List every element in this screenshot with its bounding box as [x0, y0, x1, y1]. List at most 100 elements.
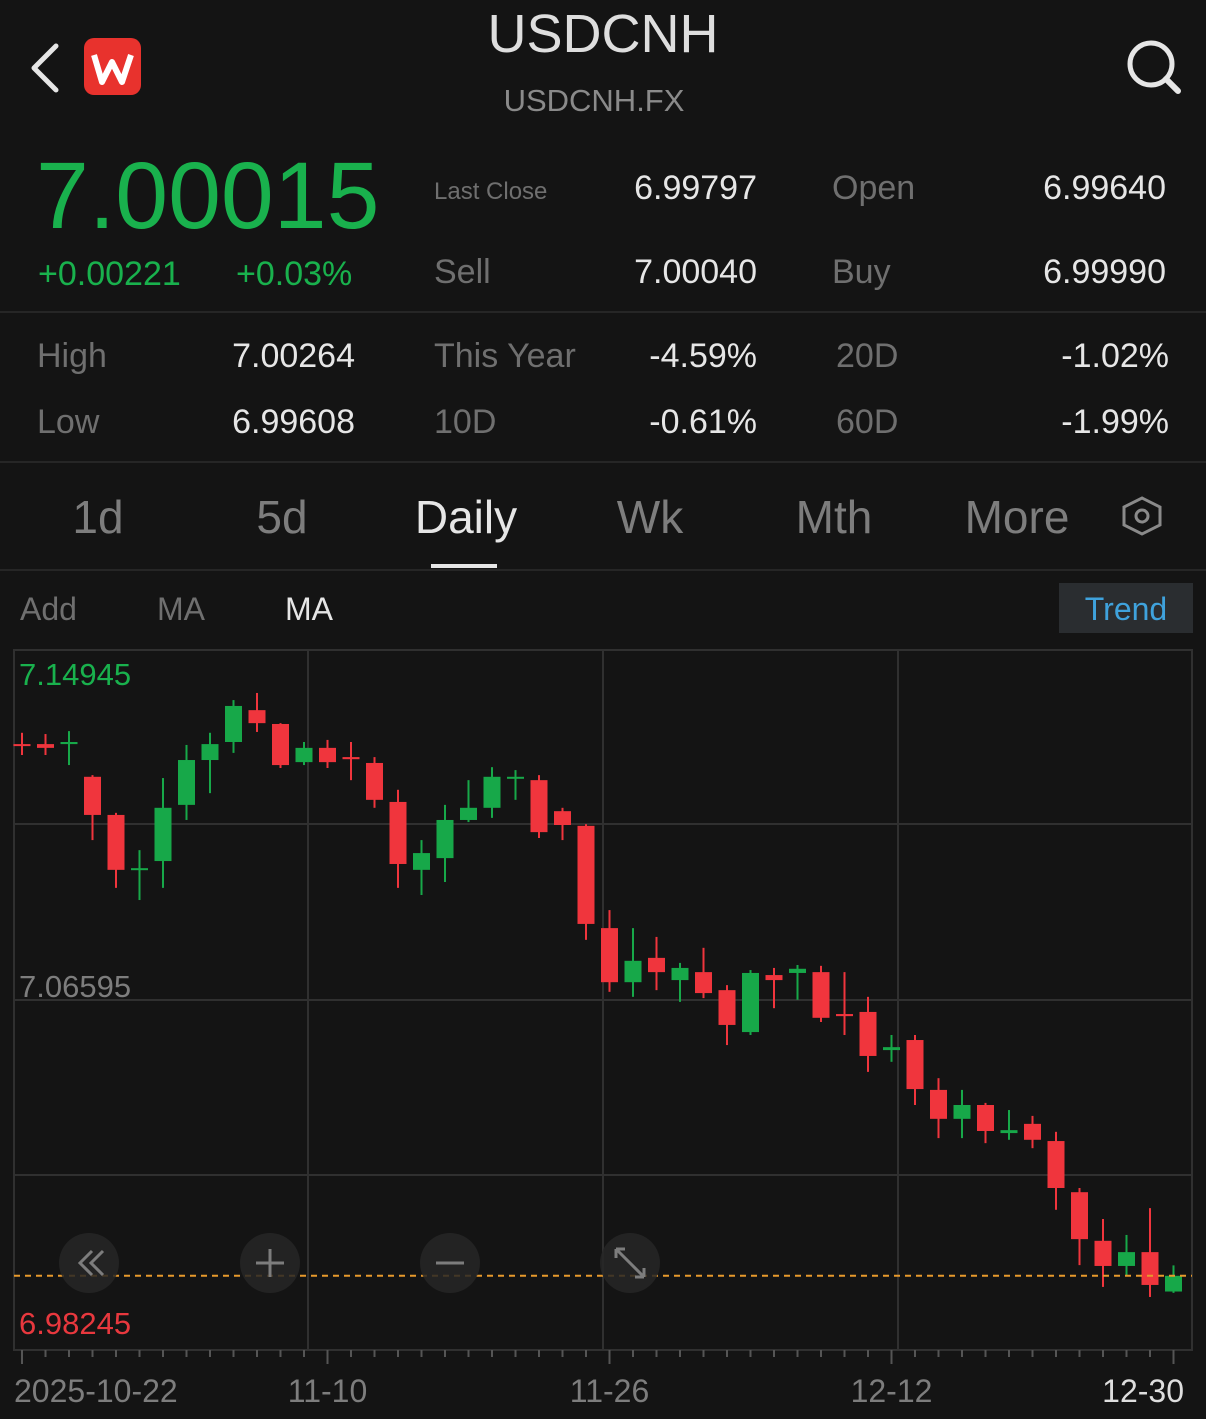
y-tick-label: 7.14945: [19, 657, 131, 692]
candle-body: [1118, 1252, 1135, 1266]
period-tabs: 1d 5d Daily Wk Mth More: [72, 491, 1069, 568]
chart-marks: 6.98245 7.06595 7.14945 2025-10-22 11-10 11-2…: [13, 649, 1192, 1409]
chart-controls: [59, 1233, 660, 1293]
indicator-button[interactable]: MA: [157, 591, 206, 627]
candle-body: [789, 968, 806, 973]
indicator-button[interactable]: Add: [20, 591, 77, 627]
stat-label: 20D: [836, 337, 898, 375]
stat-label: Low: [37, 403, 100, 441]
candle-body: [225, 705, 242, 743]
period-tab[interactable]: Mth: [796, 491, 873, 543]
candle-body: [1165, 1275, 1182, 1292]
period-tab[interactable]: 5d: [256, 491, 307, 543]
candle-body: [953, 1105, 971, 1119]
y-tick-label: 7.06595: [19, 969, 131, 1004]
x-tick-label: 12-12: [851, 1373, 933, 1409]
active-tab-underline: [431, 564, 497, 568]
candle-body: [859, 1011, 877, 1056]
candle-body: [765, 975, 783, 981]
icon: [77, 1249, 94, 1277]
candle-body: [648, 957, 665, 973]
candle-body: [319, 747, 336, 763]
header-subtitle: USDCNH.FX: [504, 83, 685, 118]
last-price: 7.00015: [36, 143, 379, 249]
candle-body: [624, 960, 642, 983]
candle-body: [248, 710, 266, 724]
candle-body: [1024, 1123, 1041, 1140]
candle-body: [1071, 1192, 1088, 1240]
icon: [88, 1249, 105, 1277]
x-tick-label: 11-10: [288, 1373, 367, 1409]
candle-body: [671, 967, 689, 981]
icon: [256, 1249, 284, 1277]
x-tick-label: 11-26: [570, 1373, 649, 1409]
app-logo: [84, 38, 141, 95]
candle-body: [906, 1040, 924, 1090]
candle-body: [154, 807, 172, 862]
candle-body: [1000, 1130, 1018, 1134]
period-tab[interactable]: More: [965, 491, 1070, 543]
candle-body: [883, 1047, 900, 1051]
candle-body: [718, 990, 736, 1025]
candle-body: [554, 811, 571, 825]
icon: [614, 1247, 646, 1279]
candle-body: [695, 972, 712, 994]
indicator-button[interactable]: MA: [285, 591, 334, 627]
candle-body: [483, 776, 501, 808]
stat-value: 6.99797: [634, 169, 757, 207]
search-button[interactable]: [1127, 40, 1181, 94]
candle-body: [836, 1014, 853, 1017]
period-tab[interactable]: Daily: [415, 491, 517, 543]
header-title: USDCNH: [487, 4, 718, 64]
candle-body: [178, 760, 195, 805]
candle-body: [977, 1105, 994, 1131]
candle-body: [413, 853, 430, 870]
candle-body: [1047, 1141, 1065, 1188]
candle-body: [13, 744, 31, 747]
trend-label: Trend: [1085, 591, 1167, 627]
candle-body: [272, 723, 289, 766]
stat-label: Buy: [832, 253, 891, 291]
candle-body: [201, 744, 219, 761]
trend-button[interactable]: [1059, 583, 1193, 633]
stat-value: 7.00264: [232, 337, 355, 375]
stat-label: Last Close: [434, 178, 547, 205]
candle-body: [60, 742, 78, 745]
candle-body: [37, 744, 54, 748]
candle-body: [366, 762, 383, 800]
stat-value: -0.61%: [649, 403, 757, 441]
stat-value: 6.99990: [1043, 253, 1166, 291]
candle-body: [742, 972, 759, 1033]
period-tab[interactable]: 1d: [72, 491, 123, 543]
price-change: +0.00221: [38, 255, 181, 293]
stat-label: This Year: [434, 337, 576, 375]
stat-value: 7.00040: [634, 253, 757, 291]
stat-value: 6.99608: [232, 403, 355, 441]
candle-body: [389, 801, 407, 864]
stat-label: 10D: [434, 403, 496, 441]
candle-body: [1094, 1240, 1112, 1266]
candle-body: [295, 747, 313, 763]
candle-body: [107, 814, 125, 870]
x-tick-label: 2025-10-22: [14, 1373, 178, 1409]
candle-body: [342, 757, 360, 760]
settings-icon: [1134, 508, 1150, 524]
back-button[interactable]: [31, 43, 59, 93]
x-tick-label: 12-30: [1102, 1373, 1184, 1409]
stat-value: -1.02%: [1061, 337, 1169, 375]
candle-body: [84, 776, 101, 815]
candle-body: [436, 819, 454, 859]
stat-value: -4.59%: [649, 337, 757, 375]
candle-body: [1141, 1252, 1159, 1285]
stat-label: High: [37, 337, 107, 375]
candle-body: [577, 825, 595, 924]
stat-value: 6.99640: [1043, 169, 1166, 207]
candle-body: [460, 807, 477, 820]
price-change-pct: +0.03%: [236, 255, 352, 293]
period-tab[interactable]: Wk: [617, 491, 684, 543]
stat-label: 60D: [836, 403, 898, 441]
candle-body: [812, 972, 830, 1018]
settings-button[interactable]: [1122, 496, 1162, 536]
y-tick-label: 6.98245: [19, 1306, 131, 1341]
